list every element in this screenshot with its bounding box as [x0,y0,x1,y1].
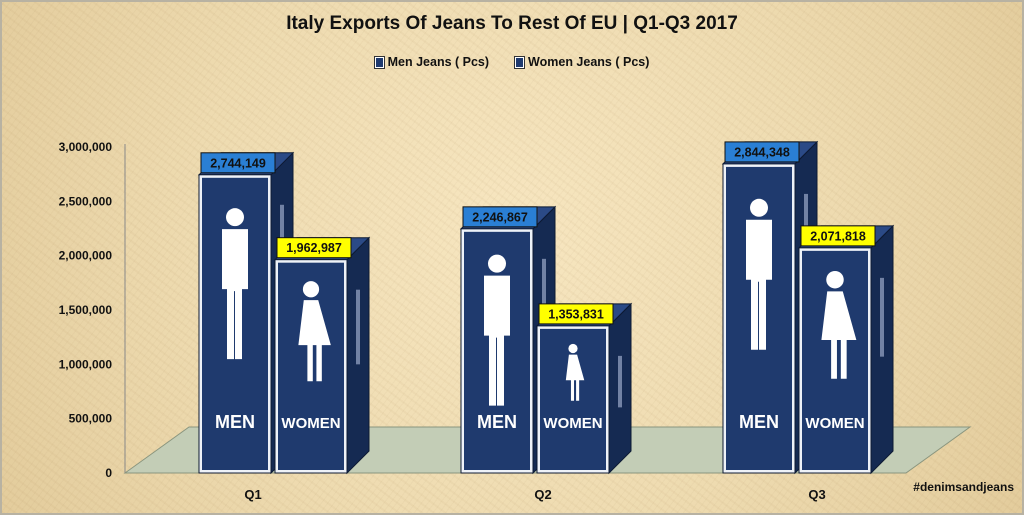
woman-figure-body [821,291,857,379]
legend-item-women: Women Jeans ( Pcs) [514,55,650,69]
data-label-text: 1,962,987 [286,241,342,255]
woman-figure-head [568,343,578,354]
data-label-box [276,237,352,259]
woman-figure-head [826,270,844,289]
data-label-men: 2,246,867 [462,206,538,228]
data-label-men: 2,744,149 [200,152,276,174]
data-label-box [724,141,800,163]
data-label-text: 2,744,149 [210,156,266,170]
man-figure-head [226,208,244,227]
y-tick-label: 500,000 [69,412,113,426]
bar-sign-text: WOMEN [281,415,340,432]
chart-title: Italy Exports Of Jeans To Rest Of EU | Q… [286,13,738,34]
legend-label-men: Men Jeans ( Pcs) [387,55,490,69]
data-label-women: 2,071,818 [800,225,876,247]
bar-side-figure [542,258,546,345]
data-label-women: 1,962,987 [276,237,352,259]
x-tick-label: Q2 [534,487,551,502]
chart-annotation: #denimsandjeans [913,480,1014,494]
bar-side-figure [356,289,360,365]
bar-sign-text: WOMEN [543,415,602,432]
bar-sign-text: WOMEN [805,415,864,432]
man-figure-body [746,219,772,350]
data-label-box [800,225,876,247]
legend-swatch-women [514,55,526,69]
man-figure-body [222,229,248,360]
bar-women: WOMEN [273,236,371,475]
data-label-text: 2,071,818 [810,229,866,243]
y-tick-label: 1,000,000 [59,357,113,371]
y-tick-label: 0 [105,466,112,480]
man-figure-body [484,275,510,406]
woman-figure-body [565,354,585,401]
bar-side-figure [618,355,622,408]
bar-sign-text: MEN [739,412,779,432]
chart-legend: Men Jeans ( Pcs) Women Jeans ( Pcs) [2,55,1022,69]
data-label-text: 1,353,831 [548,307,604,321]
bar-women: WOMEN [797,224,895,475]
y-tick-label: 2,500,000 [59,194,113,208]
bar-men: MEN [459,205,557,475]
man-figure-head [750,198,768,217]
data-label-men: 2,844,348 [724,141,800,163]
woman-figure-body [298,300,331,382]
legend-item-men: Men Jeans ( Pcs) [373,55,490,69]
data-label-box [538,303,614,325]
data-label-box [200,152,276,174]
legend-label-women: Women Jeans ( Pcs) [528,55,650,69]
legend-swatch-men [373,55,385,69]
bar-side-figure [880,277,884,357]
data-label-text: 2,246,867 [472,210,528,224]
y-tick-label: 3,000,000 [59,140,113,154]
x-tick-label: Q3 [808,487,825,502]
y-tick-label: 2,000,000 [59,249,113,263]
data-label-text: 2,844,348 [734,145,790,159]
woman-figure-head [302,281,320,298]
man-figure-head [488,254,506,273]
bar-women: WOMEN [535,302,633,475]
y-tick-label: 1,500,000 [59,303,113,317]
data-label-women: 1,353,831 [538,303,614,325]
data-label-box [462,206,538,228]
bar-sign-text: MEN [215,412,255,432]
bar-sign-text: MEN [477,412,517,432]
x-tick-label: Q1 [244,487,261,502]
